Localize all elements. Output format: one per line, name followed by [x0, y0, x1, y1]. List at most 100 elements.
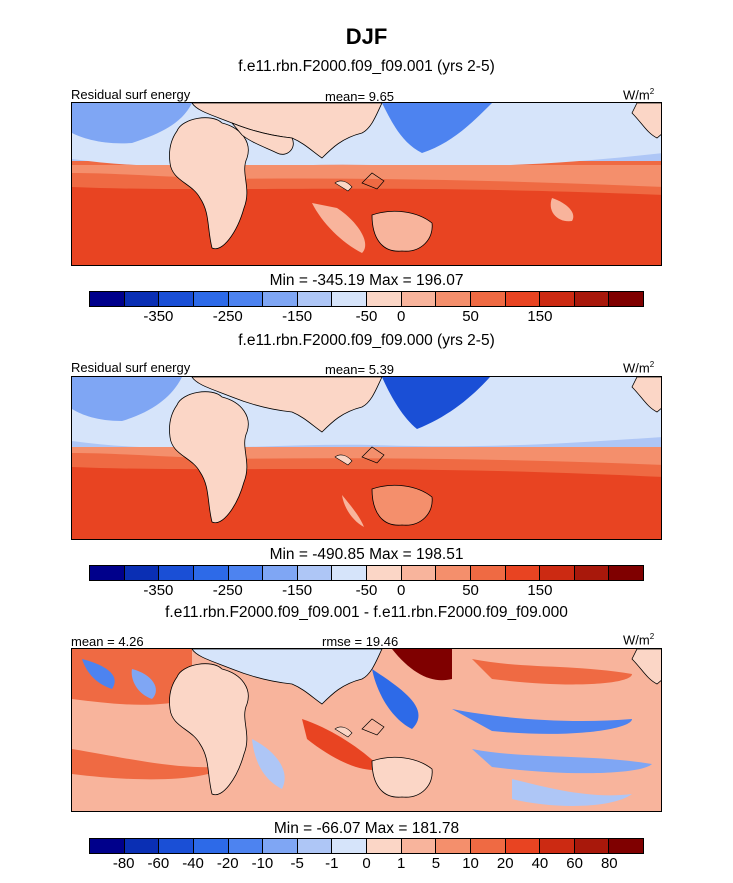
colorbar-box — [470, 839, 506, 853]
colorbar-box — [367, 839, 402, 853]
colorbar-tick-label: -40 — [182, 855, 204, 872]
colorbar-box — [470, 292, 506, 306]
colorbar-box — [540, 566, 575, 580]
colorbar-tick-label: -10 — [251, 855, 274, 872]
panel1-map-field — [72, 103, 661, 265]
colorbar-tick-label: -5 — [290, 855, 304, 872]
colorbar-tick-label: -250 — [212, 582, 243, 599]
colorbar-tick-label: 5 — [431, 855, 441, 872]
panel3-map-field — [72, 649, 661, 811]
colorbar-box — [90, 566, 125, 580]
panel3-subtitle: f.e11.rbn.F2000.f09_f09.001 - f.e11.rbn.… — [165, 604, 568, 621]
panel2-subtitle: f.e11.rbn.F2000.f09_f09.000 (yrs 2-5) — [238, 332, 495, 349]
colorbar-box — [436, 839, 471, 853]
colorbar-tick-label: -250 — [212, 308, 243, 325]
colorbar-box — [367, 292, 402, 306]
colorbar-tick-label: 0 — [397, 582, 406, 599]
panel2-mean-label: mean= 5.39 — [325, 362, 395, 377]
panel1-subtitle: f.e11.rbn.F2000.f09_f09.001 (yrs 2-5) — [238, 58, 495, 75]
colorbar-box — [193, 839, 229, 853]
panel3-mean-label: mean = 4.26 — [71, 634, 144, 649]
colorbar-box — [90, 839, 125, 853]
colorbar-box — [505, 566, 541, 580]
panel2-colorbar — [89, 565, 644, 581]
panel3-units: W/m2 — [623, 632, 655, 648]
panel2-minmax: Min = -490.85 Max = 198.51 — [269, 546, 464, 563]
panel3-colorbar — [89, 838, 644, 854]
panel3-minmax: Min = -66.07 Max = 181.78 — [273, 820, 460, 837]
colorbar-box — [228, 566, 264, 580]
panel1-minmax: Min = -345.19 Max = 196.07 — [269, 272, 464, 289]
panel1-colorbar — [89, 291, 644, 307]
colorbar-tick-label: 0 — [397, 308, 406, 325]
colorbar-tick-label: 150 — [527, 582, 553, 599]
colorbar-tick-label: 50 — [462, 582, 479, 599]
colorbar-tick-label: -150 — [282, 582, 313, 599]
colorbar-tick-label: 10 — [462, 855, 479, 872]
panel1-mean-label: mean= 9.65 — [325, 89, 395, 104]
colorbar-tick-label: 1 — [397, 855, 406, 872]
colorbar-box — [574, 292, 610, 306]
colorbar-box — [193, 566, 229, 580]
colorbar-box — [436, 566, 471, 580]
colorbar-box — [297, 839, 333, 853]
colorbar-tick-label: -50 — [355, 308, 378, 325]
colorbar-box — [609, 566, 643, 580]
colorbar-tick-label: -20 — [216, 855, 239, 872]
colorbar-box — [574, 839, 610, 853]
colorbar-tick-label: 0 — [362, 855, 371, 872]
colorbar-box — [263, 566, 298, 580]
colorbar-box — [228, 839, 264, 853]
colorbar-tick-label: -350 — [143, 308, 174, 325]
colorbar-box — [401, 292, 437, 306]
colorbar-tick-label: 80 — [600, 855, 618, 872]
colorbar-box — [505, 292, 541, 306]
colorbar-box — [159, 839, 194, 853]
colorbar-box — [609, 292, 643, 306]
colorbar-box — [228, 292, 264, 306]
colorbar-tick-label: -150 — [282, 308, 313, 325]
colorbar-box — [436, 292, 471, 306]
colorbar-box — [470, 566, 506, 580]
colorbar-tick-label: 50 — [462, 308, 479, 325]
colorbar-box — [540, 839, 575, 853]
colorbar-tick-label: -50 — [355, 582, 378, 599]
colorbar-box — [540, 292, 575, 306]
colorbar-box — [193, 292, 229, 306]
colorbar-box — [505, 839, 541, 853]
colorbar-box — [124, 292, 160, 306]
panel1-map — [71, 102, 662, 266]
colorbar-box — [297, 566, 333, 580]
colorbar-box — [574, 566, 610, 580]
colorbar-box — [332, 566, 367, 580]
colorbar-box — [367, 566, 402, 580]
colorbar-box — [159, 566, 194, 580]
colorbar-tick-label: 20 — [496, 855, 514, 872]
panel2-map-field — [72, 377, 661, 539]
colorbar-box — [401, 566, 437, 580]
panel3-map — [71, 648, 662, 812]
colorbar-box — [159, 292, 194, 306]
colorbar-tick-label: -80 — [112, 855, 135, 872]
figure-title: DJF — [345, 24, 388, 49]
panel2-units: W/m2 — [623, 360, 655, 376]
colorbar-box — [332, 292, 367, 306]
panel1-units: W/m2 — [623, 87, 655, 103]
colorbar-box — [332, 839, 367, 853]
colorbar-tick-label: -1 — [325, 855, 339, 872]
colorbar-box — [90, 292, 125, 306]
colorbar-box — [124, 566, 160, 580]
colorbar-box — [401, 839, 437, 853]
colorbar-box — [124, 839, 160, 853]
colorbar-tick-label: -60 — [147, 855, 170, 872]
colorbar-box — [609, 839, 643, 853]
panel3-rmse-label: rmse = 19.46 — [322, 634, 399, 649]
panel1-left-label: Residual surf energy — [71, 87, 191, 102]
colorbar-box — [297, 292, 333, 306]
colorbar-tick-label: 150 — [527, 308, 553, 325]
colorbar-tick-label: 60 — [566, 855, 583, 872]
panel2-map — [71, 376, 662, 540]
colorbar-box — [263, 839, 298, 853]
colorbar-tick-label: 40 — [531, 855, 549, 872]
panel2-left-label: Residual surf energy — [71, 360, 191, 375]
